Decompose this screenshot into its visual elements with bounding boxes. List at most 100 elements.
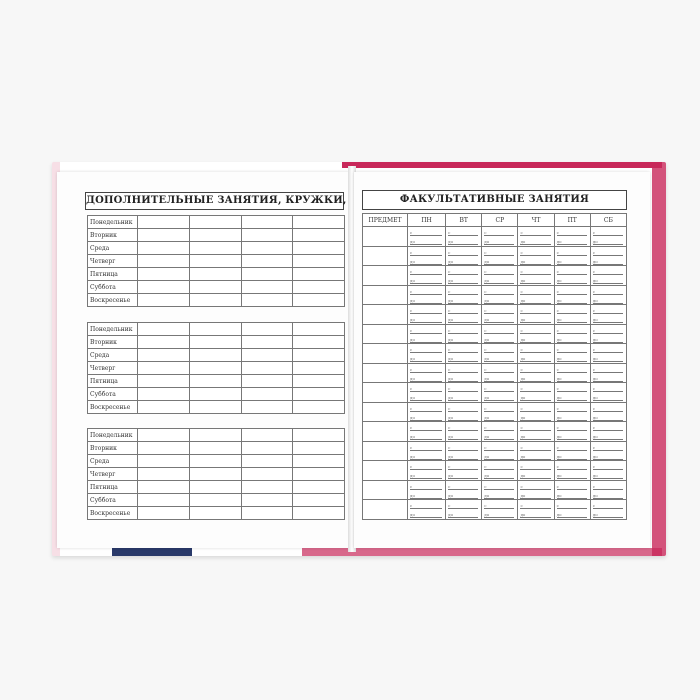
time-cell[interactable]: с до <box>406 284 447 305</box>
time-cell[interactable]: с до <box>517 343 555 364</box>
time-cell[interactable]: с до <box>445 460 483 481</box>
schedule-cell[interactable] <box>188 280 242 294</box>
time-cell[interactable]: с до <box>481 440 519 461</box>
time-cell[interactable]: с до <box>589 421 628 442</box>
time-cell[interactable]: с до <box>517 382 555 403</box>
time-cell[interactable]: с до <box>481 401 519 422</box>
time-cell[interactable]: с до <box>553 304 591 325</box>
time-cell[interactable]: с до <box>406 226 447 247</box>
schedule-cell[interactable] <box>292 241 345 255</box>
from-field[interactable]: с <box>484 367 515 373</box>
from-field[interactable]: с <box>556 250 587 256</box>
from-field[interactable]: с <box>410 269 443 275</box>
schedule-cell[interactable] <box>292 506 345 520</box>
from-field[interactable]: с <box>520 386 551 392</box>
schedule-cell[interactable] <box>292 280 345 294</box>
subject-cell[interactable] <box>362 460 408 481</box>
time-cell[interactable]: с до <box>517 479 555 500</box>
to-field[interactable]: до <box>410 376 443 382</box>
time-cell[interactable]: с до <box>553 382 591 403</box>
from-field[interactable]: с <box>556 289 587 295</box>
to-field[interactable]: до <box>520 356 551 362</box>
time-cell[interactable]: с до <box>553 421 591 442</box>
time-cell[interactable]: с до <box>553 460 591 481</box>
time-cell[interactable]: с до <box>445 421 483 442</box>
to-field[interactable]: до <box>448 493 479 499</box>
time-cell[interactable]: с до <box>406 440 447 461</box>
schedule-cell[interactable] <box>137 493 190 507</box>
from-field[interactable]: с <box>556 445 587 451</box>
schedule-cell[interactable] <box>137 441 190 455</box>
time-cell[interactable]: с до <box>517 440 555 461</box>
time-cell[interactable]: с до <box>517 265 555 286</box>
to-field[interactable]: до <box>448 259 479 265</box>
schedule-cell[interactable] <box>240 400 294 414</box>
time-cell[interactable]: с до <box>553 362 591 383</box>
from-field[interactable]: с <box>556 367 587 373</box>
time-cell[interactable]: с до <box>445 479 483 500</box>
time-cell[interactable]: с до <box>445 343 483 364</box>
to-field[interactable]: до <box>592 395 623 401</box>
to-field[interactable]: до <box>448 454 479 460</box>
time-cell[interactable]: с до <box>517 421 555 442</box>
to-field[interactable]: до <box>556 239 587 245</box>
from-field[interactable]: с <box>484 425 515 431</box>
schedule-cell[interactable] <box>240 493 294 507</box>
schedule-cell[interactable] <box>292 374 345 388</box>
to-field[interactable]: до <box>592 473 623 479</box>
to-field[interactable]: до <box>410 395 443 401</box>
time-cell[interactable]: с до <box>406 460 447 481</box>
to-field[interactable]: до <box>556 512 587 518</box>
from-field[interactable]: с <box>592 406 623 412</box>
to-field[interactable]: до <box>410 298 443 304</box>
schedule-cell[interactable] <box>292 335 345 349</box>
time-cell[interactable]: с до <box>589 460 628 481</box>
subject-cell[interactable] <box>362 421 408 442</box>
time-cell[interactable]: с до <box>589 323 628 344</box>
schedule-cell[interactable] <box>137 467 190 481</box>
subject-cell[interactable] <box>362 226 408 247</box>
from-field[interactable]: с <box>592 386 623 392</box>
to-field[interactable]: до <box>484 337 515 343</box>
schedule-cell[interactable] <box>188 267 242 281</box>
from-field[interactable]: с <box>592 445 623 451</box>
from-field[interactable]: с <box>520 367 551 373</box>
from-field[interactable]: с <box>592 269 623 275</box>
from-field[interactable]: с <box>520 464 551 470</box>
schedule-cell[interactable] <box>292 361 345 375</box>
schedule-cell[interactable] <box>240 254 294 268</box>
from-field[interactable]: с <box>556 464 587 470</box>
time-cell[interactable]: с до <box>481 479 519 500</box>
schedule-cell[interactable] <box>188 293 242 307</box>
time-cell[interactable]: с до <box>406 304 447 325</box>
time-cell[interactable]: с до <box>589 440 628 461</box>
from-field[interactable]: с <box>556 386 587 392</box>
schedule-cell[interactable] <box>188 493 242 507</box>
schedule-cell[interactable] <box>188 387 242 401</box>
time-cell[interactable]: с до <box>481 499 519 520</box>
to-field[interactable]: до <box>410 473 443 479</box>
time-cell[interactable]: с до <box>517 401 555 422</box>
to-field[interactable]: до <box>556 298 587 304</box>
time-cell[interactable]: с до <box>481 226 519 247</box>
to-field[interactable]: до <box>448 337 479 343</box>
to-field[interactable]: до <box>592 434 623 440</box>
from-field[interactable]: с <box>448 406 479 412</box>
from-field[interactable]: с <box>410 308 443 314</box>
from-field[interactable]: с <box>520 425 551 431</box>
to-field[interactable]: до <box>448 239 479 245</box>
from-field[interactable]: с <box>410 406 443 412</box>
time-cell[interactable]: с до <box>589 284 628 305</box>
time-cell[interactable]: с до <box>445 226 483 247</box>
schedule-cell[interactable] <box>137 506 190 520</box>
time-cell[interactable]: с до <box>406 343 447 364</box>
from-field[interactable]: с <box>520 308 551 314</box>
schedule-cell[interactable] <box>137 335 190 349</box>
schedule-cell[interactable] <box>137 241 190 255</box>
to-field[interactable]: до <box>556 376 587 382</box>
schedule-cell[interactable] <box>188 215 242 229</box>
schedule-cell[interactable] <box>188 467 242 481</box>
schedule-cell[interactable] <box>137 254 190 268</box>
from-field[interactable]: с <box>556 269 587 275</box>
schedule-cell[interactable] <box>240 480 294 494</box>
